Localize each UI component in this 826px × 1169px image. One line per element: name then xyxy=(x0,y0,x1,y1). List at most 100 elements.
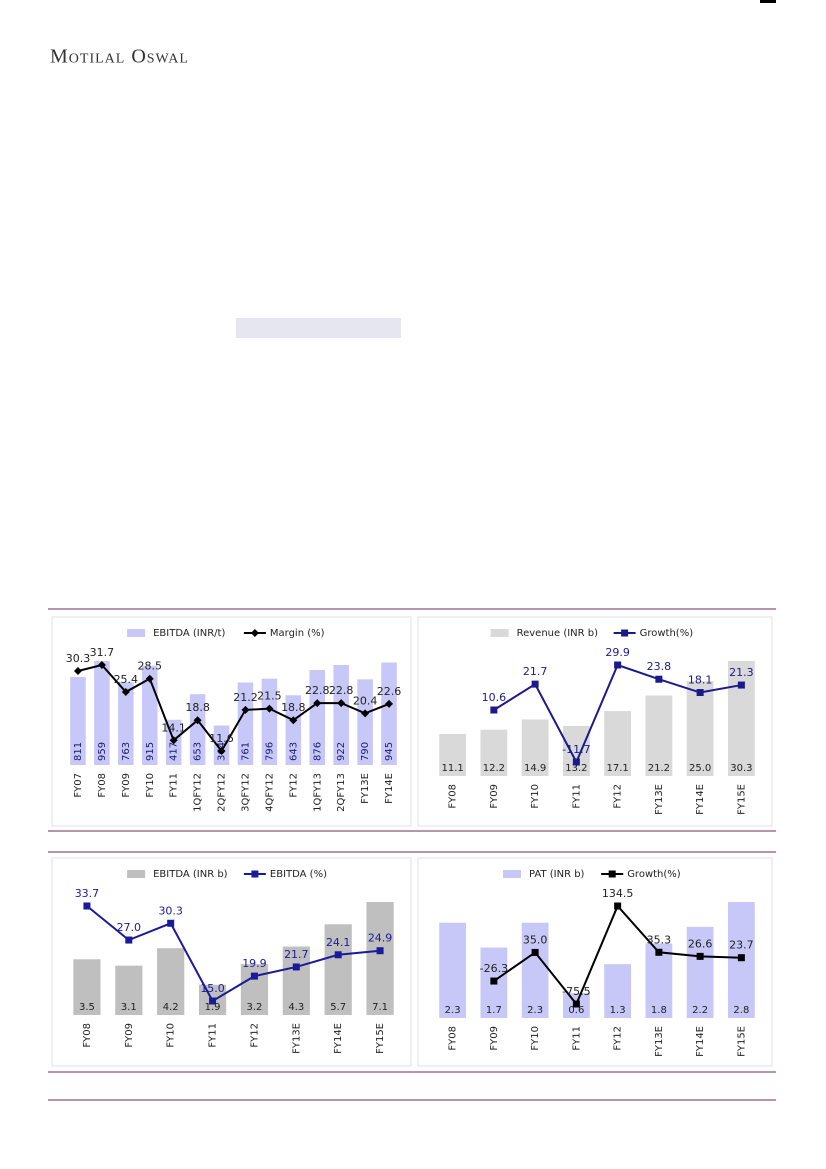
point-label: 28.5 xyxy=(138,660,163,673)
bar xyxy=(285,695,302,765)
x-tick-label: FY15E xyxy=(736,1026,747,1057)
x-tick-label: 1QFY12 xyxy=(193,773,204,812)
line-marker xyxy=(531,948,539,956)
brand: Motilal Oswal xyxy=(50,46,189,68)
x-tick-label: FY10 xyxy=(166,1023,177,1048)
x-tick-label: FY08 xyxy=(97,773,108,798)
x-tick-label: FY10 xyxy=(530,1026,541,1051)
bar-label: 2.3 xyxy=(445,1005,461,1016)
bar xyxy=(727,661,755,776)
chart-frame xyxy=(417,616,773,827)
x-tick-label: FY12 xyxy=(288,773,299,798)
point-label: 30.3 xyxy=(158,904,183,917)
legend-label: PAT (INR b) xyxy=(529,869,585,880)
point-label: 21.7 xyxy=(523,665,548,678)
x-tick-label: FY12 xyxy=(613,784,624,809)
point-label: 23.8 xyxy=(647,660,672,673)
bar-label: 796 xyxy=(264,742,275,761)
bar xyxy=(282,946,310,1015)
bar xyxy=(118,682,134,765)
legend-label: Growth(%) xyxy=(640,628,694,639)
point-label: 21.5 xyxy=(257,690,282,703)
line-marker xyxy=(737,954,745,962)
point-label: 21.7 xyxy=(284,948,309,961)
line-marker xyxy=(292,963,300,971)
bar-label: 790 xyxy=(360,742,371,761)
legend-swatch xyxy=(127,870,146,878)
point-label: 14.1 xyxy=(161,721,186,734)
point-label: 134.5 xyxy=(602,887,634,900)
line-marker xyxy=(169,736,178,745)
point-label: 23.7 xyxy=(729,939,754,952)
bar xyxy=(480,729,508,776)
legend-label: Revenue (INR b) xyxy=(517,628,599,639)
x-tick-label: FY12 xyxy=(249,1023,260,1048)
point-label: 21.2 xyxy=(233,691,258,704)
x-tick-label: 3QFY12 xyxy=(240,773,251,812)
line-marker xyxy=(490,977,498,985)
bar-label: 11.1 xyxy=(441,763,463,774)
point-label: 21.3 xyxy=(729,666,754,679)
bar xyxy=(240,964,269,1015)
line-marker xyxy=(193,716,202,725)
line-marker xyxy=(337,699,346,708)
point-label: 18.8 xyxy=(185,701,210,714)
highlight-box xyxy=(236,318,401,338)
line-marker xyxy=(250,629,259,637)
bar-label: 2.8 xyxy=(733,1005,749,1016)
bar-label: 3.1 xyxy=(121,1002,137,1013)
x-tick-label: FY10 xyxy=(145,773,156,798)
point-label: 35.3 xyxy=(647,933,672,946)
line-marker xyxy=(241,705,250,714)
point-label: 18.1 xyxy=(688,674,713,687)
bar xyxy=(604,964,632,1018)
x-tick-label: FY14E xyxy=(695,784,706,815)
line-marker xyxy=(655,948,663,956)
point-label: 29.9 xyxy=(605,646,630,659)
legend-swatch xyxy=(127,629,146,637)
x-tick-label: 1QFY13 xyxy=(312,773,323,812)
bar-label: 761 xyxy=(240,742,251,761)
x-tick-label: 2QFY12 xyxy=(217,773,228,812)
point-label: 10.6 xyxy=(482,691,507,704)
point-label: -75.5 xyxy=(562,985,590,998)
bar xyxy=(521,719,549,776)
legend-label: EBITDA (INR b) xyxy=(153,869,228,880)
point-label: 30.3 xyxy=(66,652,91,665)
bar-label: 5.7 xyxy=(330,1002,346,1013)
line-marker xyxy=(376,947,384,955)
bar xyxy=(439,733,467,776)
corner-mark xyxy=(760,0,776,3)
point-label: 11.6 xyxy=(209,732,234,745)
legend-swatch xyxy=(503,870,521,878)
point-label: 25.4 xyxy=(114,673,139,686)
bar xyxy=(157,948,185,1015)
bar-label: 1.3 xyxy=(610,1005,626,1016)
bar-label: 876 xyxy=(312,742,323,761)
bar xyxy=(70,677,86,765)
line-marker xyxy=(97,661,106,669)
bar-label: 922 xyxy=(336,742,347,761)
bar xyxy=(94,661,110,765)
bar-label: 945 xyxy=(384,742,395,761)
x-tick-label: FY15E xyxy=(736,784,747,815)
bar-label: 417 xyxy=(169,742,180,761)
line-marker xyxy=(490,706,498,714)
bar-label: 811 xyxy=(73,742,84,761)
line-marker xyxy=(334,951,342,959)
bar-label: 2.3 xyxy=(527,1005,543,1016)
line-marker xyxy=(250,972,258,980)
bar-label: 17.1 xyxy=(606,763,628,774)
legend-label: Growth(%) xyxy=(627,869,681,880)
bar-label: 25.0 xyxy=(689,763,711,774)
legend-swatch xyxy=(490,629,509,637)
bar-label: 763 xyxy=(121,742,132,761)
x-tick-label: FY14E xyxy=(384,773,395,804)
point-label: 22.6 xyxy=(377,685,402,698)
bar xyxy=(237,682,254,765)
x-tick-label: FY09 xyxy=(121,773,132,798)
x-tick-label: FY08 xyxy=(82,1023,93,1048)
line-marker xyxy=(83,902,91,910)
